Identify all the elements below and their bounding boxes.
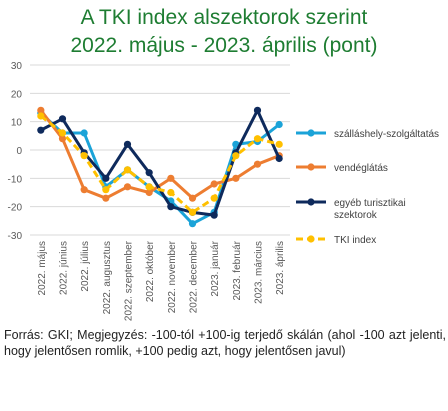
- data-point-series-0: [188, 220, 197, 228]
- data-point-series-3: [253, 135, 262, 143]
- data-point-series-3: [275, 140, 283, 148]
- x-tick-label: 2022. augusztus: [102, 241, 113, 314]
- data-point-series-0: [80, 129, 88, 137]
- legend-label: szálláshely-szolgáltatás: [334, 129, 439, 140]
- data-point-series-2: [167, 203, 175, 211]
- data-point-series-3: [188, 208, 197, 216]
- data-point-series-1: [80, 186, 88, 194]
- series-line-2: [40, 108, 281, 217]
- y-tick-label: -20: [8, 203, 23, 214]
- legend-swatch-marker: [307, 163, 315, 171]
- x-tick-label: 2022. szeptember: [124, 240, 135, 321]
- data-point-series-2: [275, 154, 283, 163]
- legend-swatch-marker: [307, 198, 315, 206]
- data-point-series-0: [275, 120, 283, 129]
- data-point-series-1: [167, 174, 175, 182]
- x-tick-label: 2022. december: [189, 240, 200, 313]
- data-point-series-3: [167, 188, 175, 197]
- data-point-series-3: [80, 152, 88, 160]
- data-point-series-2: [37, 126, 45, 134]
- data-point-series-1: [37, 106, 45, 114]
- series-line-1: [39, 109, 280, 200]
- footnote: Forrás: GKI; Megjegyzés: -100-tól +100-i…: [4, 328, 446, 358]
- chart-title: A TKI index alszektorok szerint: [80, 6, 368, 29]
- data-point-series-1: [232, 174, 240, 182]
- x-tick-label: 2023. április: [275, 241, 286, 295]
- series-line-3: [39, 114, 280, 214]
- y-tick-label: 0: [16, 146, 22, 157]
- data-point-series-2: [123, 140, 132, 148]
- legend-label: egyéb turisztikai szektorok: [334, 198, 406, 221]
- data-point-series-1: [210, 180, 218, 188]
- data-point-series-3: [210, 194, 218, 202]
- x-tick-label: 2022. november: [167, 240, 178, 313]
- data-point-series-1: [145, 188, 153, 197]
- data-point-series-1: [102, 194, 110, 202]
- legend-swatch-marker: [307, 129, 315, 137]
- x-tick-label: 2023. február: [232, 240, 243, 300]
- x-tick-label: 2022. július: [80, 241, 91, 292]
- x-tick-label: 2022. október: [145, 240, 156, 302]
- data-point-series-2: [253, 106, 262, 114]
- y-tick-label: 30: [11, 61, 23, 72]
- data-point-series-3: [232, 152, 240, 160]
- x-tick-label: 2023. március: [254, 241, 265, 304]
- data-point-series-1: [253, 160, 262, 168]
- x-tick-label: 2022. május: [37, 241, 48, 295]
- legend-label: TKI index: [334, 235, 376, 246]
- legend-swatch-marker: [307, 235, 315, 243]
- x-tick-label: 2022. június: [59, 241, 70, 295]
- data-point-series-3: [123, 166, 132, 174]
- data-point-series-1: [58, 135, 67, 143]
- chart-subtitle: 2022. május - 2023. április (pont): [70, 34, 378, 57]
- data-point-series-3: [102, 186, 110, 194]
- line-chart: 30 20 10 0 -10 -20 -30 2022. május 2022. június 2…: [8, 61, 440, 321]
- legend-label: vendéglátás: [334, 163, 388, 174]
- y-tick-label: 10: [11, 118, 23, 129]
- y-tick-label: -10: [8, 174, 23, 185]
- data-point-series-3: [37, 112, 45, 120]
- data-point-series-3: [145, 183, 153, 191]
- data-point-series-2: [210, 211, 218, 219]
- data-point-series-1: [123, 183, 132, 191]
- y-tick-label: 20: [11, 89, 23, 100]
- data-point-series-2: [145, 169, 153, 177]
- data-point-series-2: [102, 174, 110, 182]
- x-tick-label: 2023. január: [210, 240, 221, 296]
- data-point-series-2: [58, 115, 67, 123]
- data-point-series-1: [188, 194, 197, 202]
- y-tick-label: -30: [8, 231, 23, 242]
- data-point-series-3: [58, 129, 67, 137]
